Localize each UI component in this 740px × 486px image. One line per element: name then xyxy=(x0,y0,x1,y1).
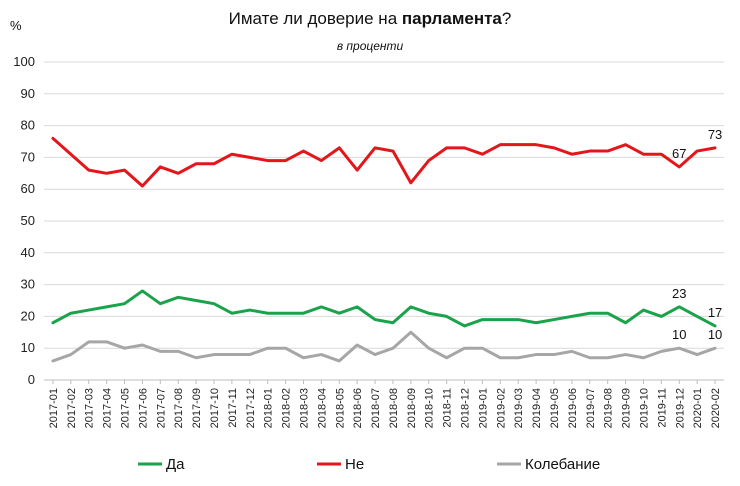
x-tick-label: 2018-03 xyxy=(298,388,310,428)
x-tick-label: 2019-11 xyxy=(656,388,668,428)
x-tick-label: 2017-08 xyxy=(173,388,185,428)
data-label: 17 xyxy=(708,305,722,320)
x-tick-label: 2020-02 xyxy=(710,388,722,428)
x-tick-label: 2018-01 xyxy=(263,388,275,428)
x-tick-label: 2019-05 xyxy=(549,388,561,428)
x-tick-label: 2017-05 xyxy=(120,388,132,428)
y-tick-label: 40 xyxy=(21,245,35,260)
legend-label: Да xyxy=(166,456,185,473)
legend-label: Не xyxy=(345,456,364,473)
data-label: 73 xyxy=(708,127,722,142)
chart-title: Имате ли доверие на парламента? xyxy=(229,9,512,28)
x-tick-label: 2017-03 xyxy=(84,388,96,428)
y-tick-label: 10 xyxy=(21,340,35,355)
x-tick-label: 2018-05 xyxy=(334,388,346,428)
series-lines xyxy=(51,136,717,363)
x-tick-label: 2019-02 xyxy=(495,388,507,428)
y-tick-label: 70 xyxy=(21,149,35,164)
y-tick-label: 90 xyxy=(21,86,35,101)
chart-subtitle: в проценти xyxy=(337,39,404,53)
x-tick-label: 2019-08 xyxy=(603,388,615,428)
x-tick-label: 2020-01 xyxy=(692,388,704,428)
x-tick-label: 2019-10 xyxy=(638,388,650,428)
y-tick-label: 0 xyxy=(28,372,35,387)
y-tick-label: 50 xyxy=(21,213,35,228)
x-tick-label: 2018-11 xyxy=(442,388,454,428)
series-line-2 xyxy=(51,330,717,363)
x-tick-label: 2018-02 xyxy=(281,388,293,428)
x-tick-label: 2017-04 xyxy=(102,388,114,428)
x-tick-label: 2017-12 xyxy=(245,388,257,428)
data-label: 10 xyxy=(672,327,686,342)
x-tick-label: 2017-09 xyxy=(191,388,203,428)
legend-label: Колебание xyxy=(525,456,600,473)
x-tick-label: 2017-06 xyxy=(137,388,149,428)
legend: Да Не Колебание xyxy=(138,456,600,473)
y-tick-label: 30 xyxy=(21,277,35,292)
series-line-0 xyxy=(51,289,717,328)
y-axis-ticks: 0 10 20 30 40 50 60 70 80 90 100 xyxy=(13,54,35,387)
data-label: 23 xyxy=(672,286,686,301)
x-tick-label: 2018-06 xyxy=(352,388,364,428)
x-tick-label: 2018-10 xyxy=(424,388,436,428)
x-tick-label: 2019-04 xyxy=(531,388,543,428)
x-tick-label: 2019-09 xyxy=(621,388,633,428)
y-tick-label: 100 xyxy=(13,54,35,69)
x-tick-label: 2018-09 xyxy=(406,388,418,428)
x-tick-label: 2017-07 xyxy=(155,388,167,428)
y-tick-label: 20 xyxy=(21,308,35,323)
x-tick-label: 2017-01 xyxy=(48,388,60,428)
x-tick-label: 2018-08 xyxy=(388,388,400,428)
y-axis-label: % xyxy=(10,18,22,33)
series-line-1 xyxy=(51,136,717,188)
x-tick-label: 2019-01 xyxy=(477,388,489,428)
x-tick-label: 2019-07 xyxy=(585,388,597,428)
x-tick-label: 2019-03 xyxy=(513,388,525,428)
x-tick-label: 2018-04 xyxy=(316,388,328,428)
y-tick-label: 80 xyxy=(21,118,35,133)
x-tick-label: 2017-02 xyxy=(66,388,78,428)
x-axis-ticks: 2017-01 2017-02 2017-03 2017-04 2017-05 2017-… xyxy=(48,380,722,428)
x-tick-label: 2019-06 xyxy=(567,388,579,428)
data-label: 10 xyxy=(708,327,722,342)
x-tick-label: 2018-12 xyxy=(460,388,472,428)
x-tick-label: 2017-11 xyxy=(227,388,239,428)
gridlines xyxy=(44,61,724,381)
x-tick-label: 2017-10 xyxy=(209,388,221,428)
data-labels: 67 73 23 17 10 10 xyxy=(672,127,722,342)
data-label: 67 xyxy=(672,146,686,161)
x-tick-label: 2018-07 xyxy=(370,388,382,428)
x-tick-label: 2019-12 xyxy=(674,388,686,428)
y-tick-label: 60 xyxy=(21,181,35,196)
